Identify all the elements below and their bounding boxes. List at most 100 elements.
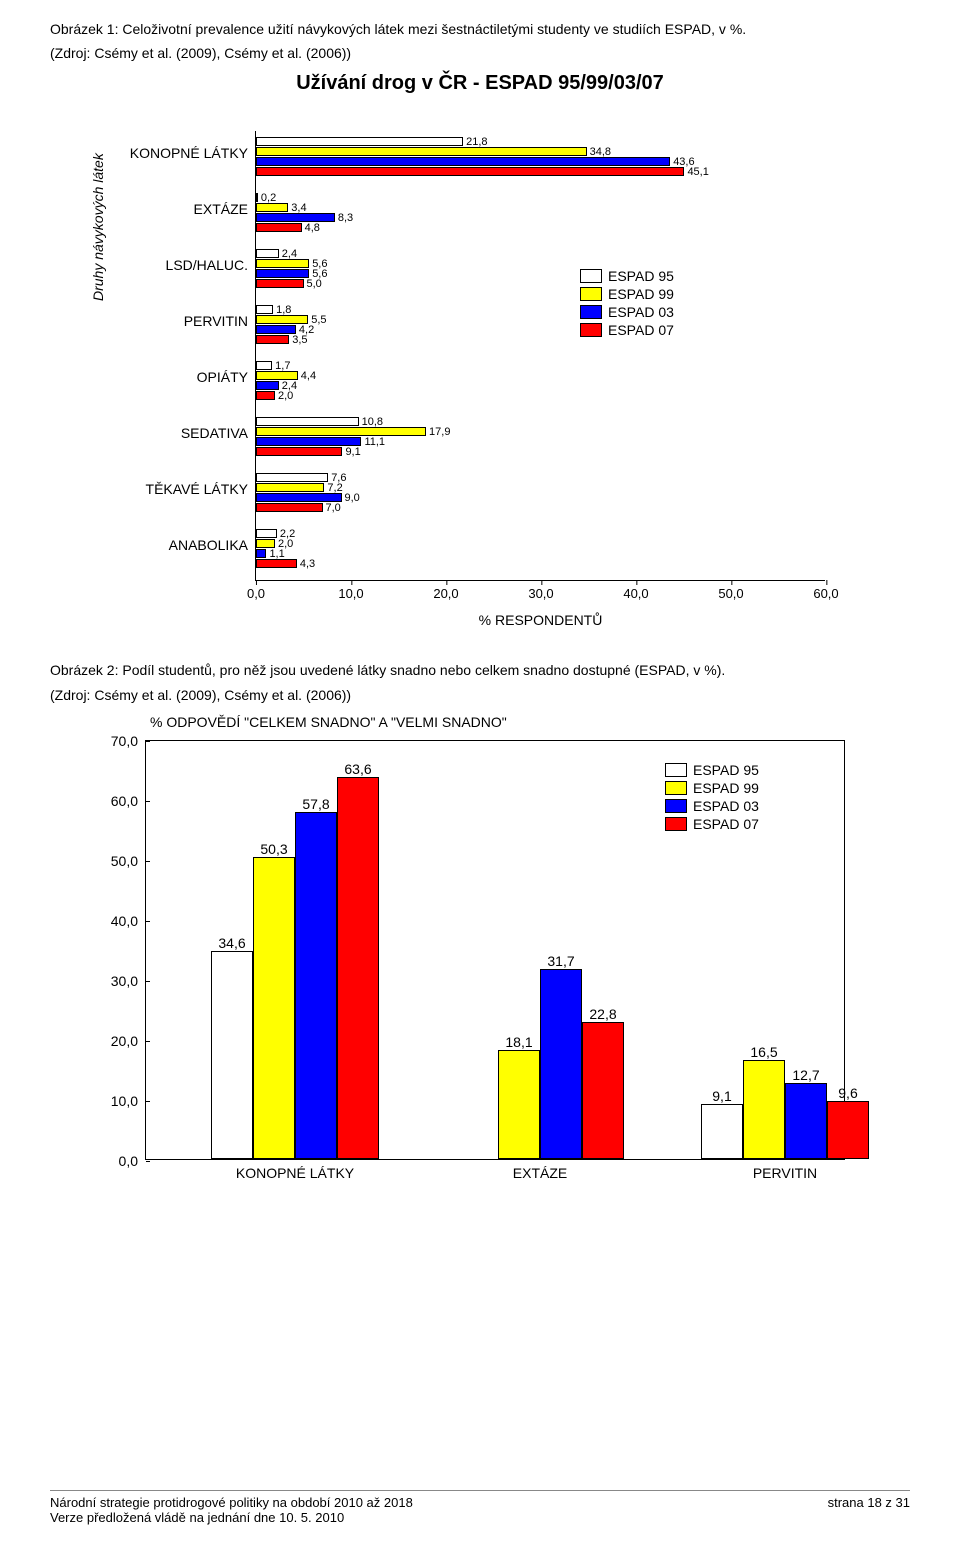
legend-label: ESPAD 07: [608, 322, 674, 338]
chart1-category-label: TĚKAVÉ LÁTKY: [146, 481, 256, 497]
chart1-category-label: PERVITIN: [184, 313, 256, 329]
chart1-bar: [256, 305, 273, 314]
legend-label: ESPAD 03: [693, 798, 759, 814]
chart2-legend: ESPAD 95ESPAD 99ESPAD 03ESPAD 07: [665, 760, 759, 834]
chart1-bar: [256, 559, 297, 568]
footer-page: strana 18 z 31: [828, 1495, 910, 1510]
chart1-bar: [256, 167, 684, 176]
chart1-value-label: 5,0: [307, 278, 322, 290]
chart1-value-label: 2,0: [278, 390, 293, 402]
legend-swatch: [580, 323, 602, 337]
chart1-legend: ESPAD 95 ESPAD 99 ESPAD 03 ESPAD 07: [580, 266, 674, 340]
chart2-bar: [785, 1083, 827, 1159]
legend-item: ESPAD 99: [580, 286, 674, 302]
chart1-value-label: 9,0: [345, 492, 360, 504]
legend-item: ESPAD 03: [580, 304, 674, 320]
chart1-bar: [256, 437, 361, 446]
chart1-bar: [256, 529, 277, 538]
chart2-value-label: 18,1: [505, 1034, 532, 1050]
chart1-category-label: OPIÁTY: [197, 369, 256, 385]
chart2-value-label: 50,3: [260, 841, 287, 857]
legend-label: ESPAD 03: [608, 304, 674, 320]
chart1-xtick: 20,0: [433, 580, 458, 601]
chart2-value-label: 16,5: [750, 1044, 777, 1060]
chart1-bar: [256, 361, 272, 370]
chart1-category-label: ANABOLIKA: [169, 537, 256, 553]
figure1-caption-line1: Obrázek 1: Celoživotní prevalence užití …: [50, 20, 910, 38]
chart1-bar: [256, 203, 288, 212]
legend-label: ESPAD 95: [693, 762, 759, 778]
chart2-bar: [211, 951, 253, 1159]
chart2-ytick: 20,0: [111, 1033, 146, 1049]
chart2-value-label: 22,8: [589, 1006, 616, 1022]
chart1-bar: [256, 483, 324, 492]
chart1-bar: [256, 315, 308, 324]
chart1-bar: [256, 157, 670, 166]
chart2-value-label: 12,7: [792, 1067, 819, 1083]
chart2-bar: [582, 1022, 624, 1159]
legend-swatch: [580, 305, 602, 319]
figure2-caption-line1: Obrázek 2: Podíl studentů, pro něž jsou …: [50, 661, 910, 679]
chart1-bar: [256, 447, 342, 456]
chart2-value-label: 34,6: [218, 935, 245, 951]
legend-item: ESPAD 99: [665, 780, 759, 796]
chart1-bar: [256, 391, 275, 400]
chart1-category-label: SEDATIVA: [181, 425, 256, 441]
legend-swatch: [665, 799, 687, 813]
legend-item: ESPAD 95: [665, 762, 759, 778]
figure1-caption-line2: (Zdroj: Csémy et al. (2009), Csémy et al…: [50, 44, 910, 62]
page-footer: Národní strategie protidrogové politiky …: [50, 1490, 910, 1525]
chart1-bar: [256, 213, 335, 222]
chart1-xlabel: % RESPONDENTŮ: [479, 612, 603, 628]
chart1-xtick: 30,0: [528, 580, 553, 601]
chart2-ytick: 0,0: [119, 1153, 146, 1169]
chart2-category-label: EXTÁZE: [513, 1159, 567, 1181]
chart2-ytick: 60,0: [111, 793, 146, 809]
legend-item: ESPAD 95: [580, 268, 674, 284]
chart1-ylabel: Druhy návykových látek: [90, 154, 106, 302]
chart1-value-label: 11,1: [364, 436, 385, 448]
legend-swatch: [580, 287, 602, 301]
chart1-bar: [256, 473, 328, 482]
chart2-ytick: 40,0: [111, 913, 146, 929]
chart2-value-label: 57,8: [302, 796, 329, 812]
chart2-ytick: 70,0: [111, 733, 146, 749]
chart1-value-label: 4,3: [300, 558, 315, 570]
footer-line1: Národní strategie protidrogové politiky …: [50, 1495, 413, 1510]
chart1-category-label: LSD/HALUC.: [166, 257, 256, 273]
legend-swatch: [665, 817, 687, 831]
chart1-bar: [256, 279, 304, 288]
chart1-bar: [256, 137, 463, 146]
chart1-xtick: 10,0: [338, 580, 363, 601]
chart2-value-label: 9,6: [838, 1085, 857, 1101]
chart1-value-label: 4,8: [305, 222, 320, 234]
chart1-category-label: EXTÁZE: [194, 201, 256, 217]
chart1-bar: [256, 549, 266, 558]
chart2-category-label: PERVITIN: [753, 1159, 817, 1181]
chart1-bar: [256, 269, 309, 278]
legend-label: ESPAD 99: [693, 780, 759, 796]
chart1-value-label: 7,0: [326, 502, 341, 514]
chart1-bar: [256, 193, 258, 202]
chart2-container: % ODPOVĚDÍ "CELKEM SNADNO" A "VELMI SNAD…: [90, 710, 870, 1210]
chart1-container: Druhy návykových látek % RESPONDENTŮ 0,0…: [100, 101, 860, 631]
chart2-ytick: 50,0: [111, 853, 146, 869]
chart1-value-label: 9,1: [345, 446, 360, 458]
chart2-value-label: 31,7: [547, 953, 574, 969]
chart1-bar: [256, 335, 289, 344]
footer-line2: Verze předložená vládě na jednání dne 10…: [50, 1510, 910, 1525]
chart1-bar: [256, 249, 279, 258]
chart1-value-label: 45,1: [687, 166, 708, 178]
chart2-bar: [701, 1104, 743, 1159]
chart2-bar: [253, 857, 295, 1159]
chart1-bar: [256, 417, 359, 426]
chart2-bar: [540, 969, 582, 1159]
legend-item: ESPAD 03: [665, 798, 759, 814]
chart1-bar: [256, 539, 275, 548]
chart1-bar: [256, 223, 302, 232]
figure2-caption-line2: (Zdroj: Csémy et al. (2009), Csémy et al…: [50, 686, 910, 704]
chart2-title: % ODPOVĚDÍ "CELKEM SNADNO" A "VELMI SNAD…: [150, 714, 507, 730]
chart1-value-label: 8,3: [338, 212, 353, 224]
chart1-bar: [256, 381, 279, 390]
chart1-bar: [256, 147, 587, 156]
